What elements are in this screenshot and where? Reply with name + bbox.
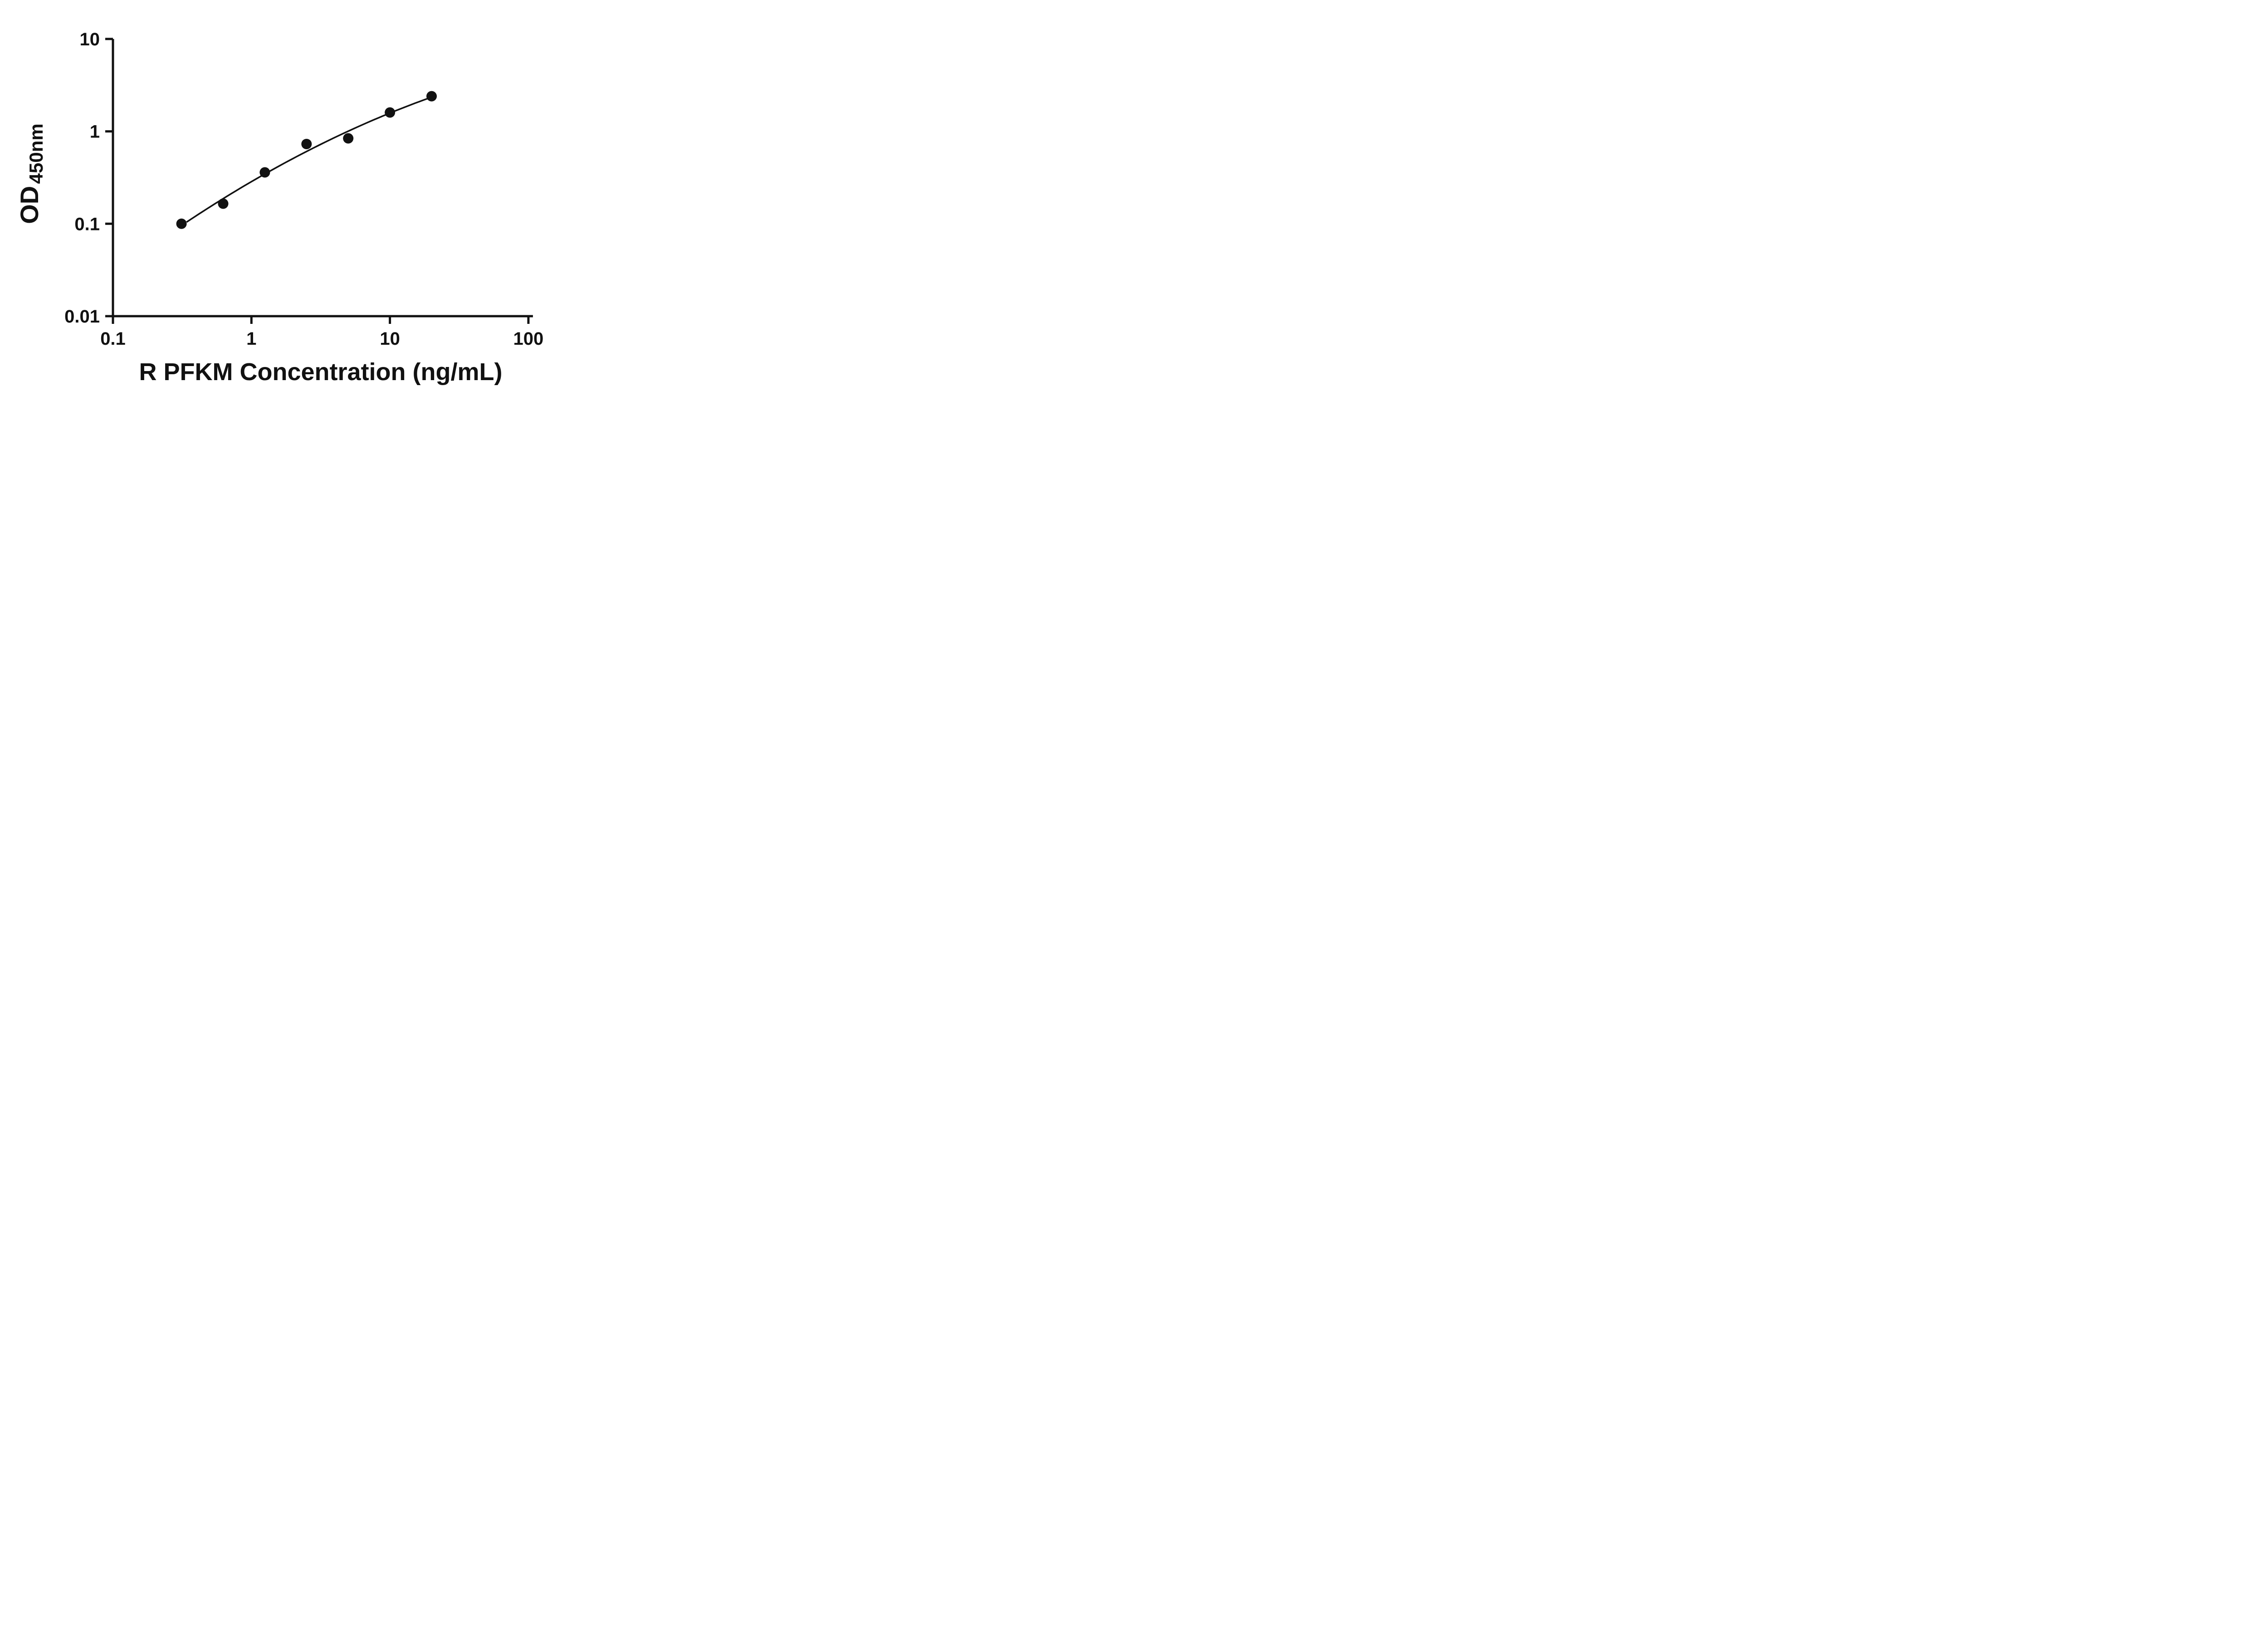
data-point xyxy=(259,167,270,178)
y-tick-label: 10 xyxy=(80,29,100,49)
y-tick-label: 1 xyxy=(90,122,100,142)
axis-ticks xyxy=(105,38,530,324)
x-tick-label: 10 xyxy=(380,329,400,349)
y-axis-title: OD 450nm xyxy=(15,123,47,224)
data-point xyxy=(343,133,354,144)
x-tick-label: 100 xyxy=(513,329,544,349)
data-point xyxy=(301,138,312,149)
y-tick-label: 0.01 xyxy=(64,307,100,327)
data-point xyxy=(218,198,229,209)
y-axis-title-sub: 450nm xyxy=(25,123,47,184)
data-point xyxy=(426,91,437,102)
data-point xyxy=(176,218,187,229)
y-tick-label: 0.1 xyxy=(74,214,100,234)
elisa-standard-curve-figure: 0.1 1 10 100 0.01 0.1 1 10 R PFKM Concentration… xyxy=(0,0,583,408)
y-axis-title-main: OD xyxy=(15,186,44,224)
x-tick-label: 1 xyxy=(246,329,256,349)
axes xyxy=(112,39,533,318)
data-series xyxy=(176,91,437,229)
x-axis-title: R PFKM Concentration (ng/mL) xyxy=(139,358,503,386)
data-point xyxy=(385,107,396,118)
x-tick-label: 0.1 xyxy=(100,329,126,349)
